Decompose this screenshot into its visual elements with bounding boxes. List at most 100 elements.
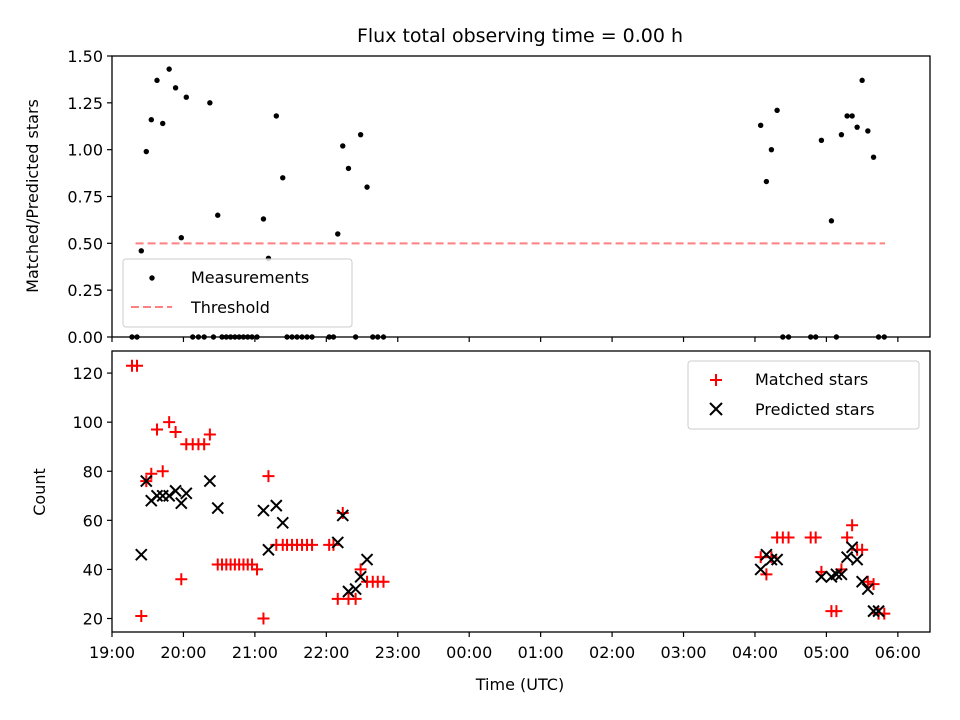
matched-star-point [251, 563, 264, 576]
predicted-star-point [354, 570, 367, 583]
top-legend: Measurements Threshold [122, 258, 353, 328]
bottom-y-axis: 20 40 60 80 100 120 [72, 364, 112, 629]
predicted-star-point [162, 489, 176, 503]
top-y-tick-label: 1.25 [67, 94, 103, 113]
matched-star-point [135, 610, 148, 623]
measurement-point [340, 143, 346, 149]
measurement-point [849, 113, 855, 119]
measurement-point [838, 131, 845, 138]
top-y-tick-label: 1.50 [67, 47, 103, 66]
top-y-tick-label: 1.00 [67, 141, 103, 160]
measurement-point [148, 116, 154, 123]
measurement-point [172, 85, 179, 91]
measurement-point [364, 184, 370, 190]
measurement-point [260, 216, 267, 222]
predicted-star-point [850, 553, 864, 566]
x-tick-label: 00:00 [446, 643, 492, 662]
measurement-point [828, 218, 835, 224]
x-tick-label: 22:00 [303, 643, 349, 662]
matched-star-point [336, 506, 349, 519]
predicted-star-point [140, 474, 153, 488]
predicted-star-point [180, 487, 193, 500]
bottom-y-tick-label: 80 [83, 462, 103, 481]
bottom-y-tick-label: 120 [72, 364, 103, 383]
bottom-legend-box [687, 360, 920, 430]
legend-matched-marker [710, 374, 722, 386]
predicted-star-point [211, 501, 224, 515]
bottom-plot-area [126, 359, 891, 625]
legend-matched-label: Matched stars [755, 370, 868, 389]
measurement-point [357, 131, 364, 138]
matched-star-point [377, 575, 390, 588]
predicted-star-point [835, 568, 848, 581]
measurement-point [178, 235, 184, 241]
top-y-tick-label: 0.00 [67, 328, 103, 347]
matched-star-point [306, 538, 319, 551]
measurement-point [859, 77, 865, 84]
measurement-point [768, 146, 775, 153]
measurement-point [844, 113, 850, 119]
measurement-point [335, 231, 341, 237]
legend-threshold-label: Threshold [190, 298, 270, 317]
matched-star-point [175, 573, 188, 586]
matched-star-point [131, 359, 144, 372]
matched-star-point [169, 425, 182, 438]
measurement-point [143, 148, 149, 155]
top-y-tick-label: 0.25 [67, 281, 103, 300]
matched-star-point [198, 438, 211, 451]
predicted-star-point [276, 516, 289, 529]
predicted-star-point [175, 496, 188, 510]
measurement-point [280, 175, 286, 181]
legend-predicted-label: Predicted stars [755, 400, 875, 419]
x-tick-label: 20:00 [160, 643, 206, 662]
matched-star-point [782, 531, 795, 544]
measurement-point [154, 77, 160, 84]
bottom-x-axis: 19:00 20:00 21:00 22:00 23:00 00:00 01:00 02:00… [89, 632, 921, 662]
x-tick-label: 03:00 [660, 643, 706, 662]
x-tick-label: 06:00 [875, 643, 921, 662]
bottom-y-tick-label: 20 [83, 610, 103, 629]
x-tick-label: 02:00 [589, 643, 635, 662]
x-tick-label: 21:00 [232, 643, 278, 662]
measurement-point [870, 154, 877, 160]
predicted-star-point [867, 604, 880, 618]
legend-predicted-marker [709, 402, 723, 416]
measurement-point [138, 248, 144, 254]
matched-star-point [156, 465, 169, 478]
predicted-star-point [360, 553, 374, 566]
matched-star-point [151, 423, 164, 436]
measurement-point [215, 212, 221, 218]
predicted-star-point [262, 543, 275, 556]
predicted-star-point [840, 550, 854, 564]
top-legend-box [122, 258, 353, 328]
top-y-tick-label: 0.75 [67, 188, 103, 207]
x-tick-label: 23:00 [375, 643, 421, 662]
measurement-point [160, 120, 166, 127]
bottom-y-tick-label: 100 [72, 413, 103, 432]
matched-star-point [145, 467, 158, 480]
x-tick-label: 04:00 [732, 643, 778, 662]
predicted-star-point [845, 541, 859, 554]
predicted-star-point [135, 548, 148, 561]
matched-star-point [846, 519, 859, 532]
predicted-star-point [349, 582, 362, 596]
matched-star-point [861, 575, 874, 588]
matched-star-point [327, 538, 340, 551]
predicted-star-point [257, 504, 270, 517]
matched-star-point [331, 592, 344, 605]
predicted-star-point [815, 570, 828, 583]
predicted-star-point [754, 563, 767, 576]
predicted-star-point [765, 553, 778, 566]
bottom-legend: Matched stars Predicted stars [687, 360, 920, 430]
measurement-point [273, 113, 280, 119]
x-tick-label: 05:00 [803, 643, 849, 662]
measurement-point [345, 165, 352, 172]
top-y-axis: 0.00 0.25 0.50 0.75 1.00 1.25 1.50 [67, 47, 112, 347]
predicted-star-point [342, 585, 355, 598]
matched-star-point [203, 428, 216, 441]
measurement-point [183, 94, 189, 100]
predicted-star-point [331, 536, 344, 549]
legend-measurements-marker [149, 275, 155, 281]
top-y-tick-label: 0.50 [67, 234, 103, 253]
predicted-star-point [203, 474, 217, 488]
